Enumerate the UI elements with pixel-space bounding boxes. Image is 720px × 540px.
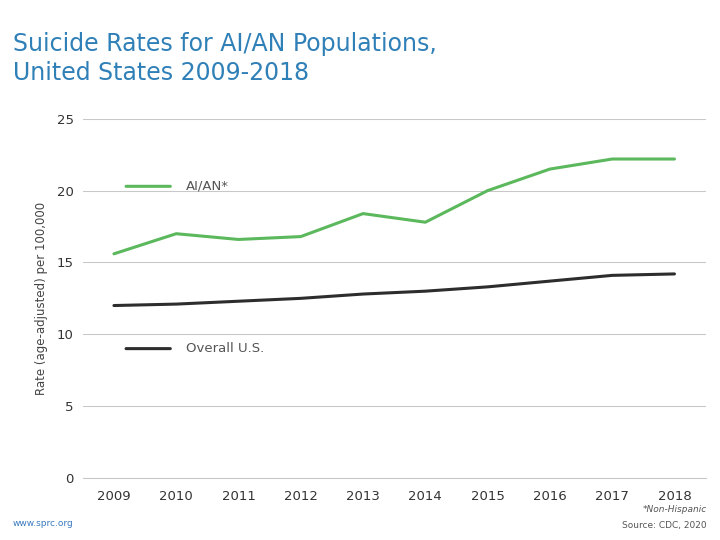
Text: Suicide Rates for AI/AN Populations,
United States 2009-2018: Suicide Rates for AI/AN Populations, Uni…: [13, 32, 437, 85]
Text: www.sprc.org: www.sprc.org: [13, 519, 73, 528]
Text: AI/AN*: AI/AN*: [186, 180, 228, 193]
Text: SPRC  |  Suicide Prevention Resource Center: SPRC | Suicide Prevention Resource Cente…: [434, 8, 634, 17]
Text: *Non-Hispanic: *Non-Hispanic: [643, 505, 707, 514]
Text: Overall U.S.: Overall U.S.: [186, 342, 264, 355]
Y-axis label: Rate (age-adjusted) per 100,000: Rate (age-adjusted) per 100,000: [35, 202, 48, 395]
Polygon shape: [317, 0, 343, 24]
Text: Source: CDC, 2020: Source: CDC, 2020: [622, 521, 707, 530]
